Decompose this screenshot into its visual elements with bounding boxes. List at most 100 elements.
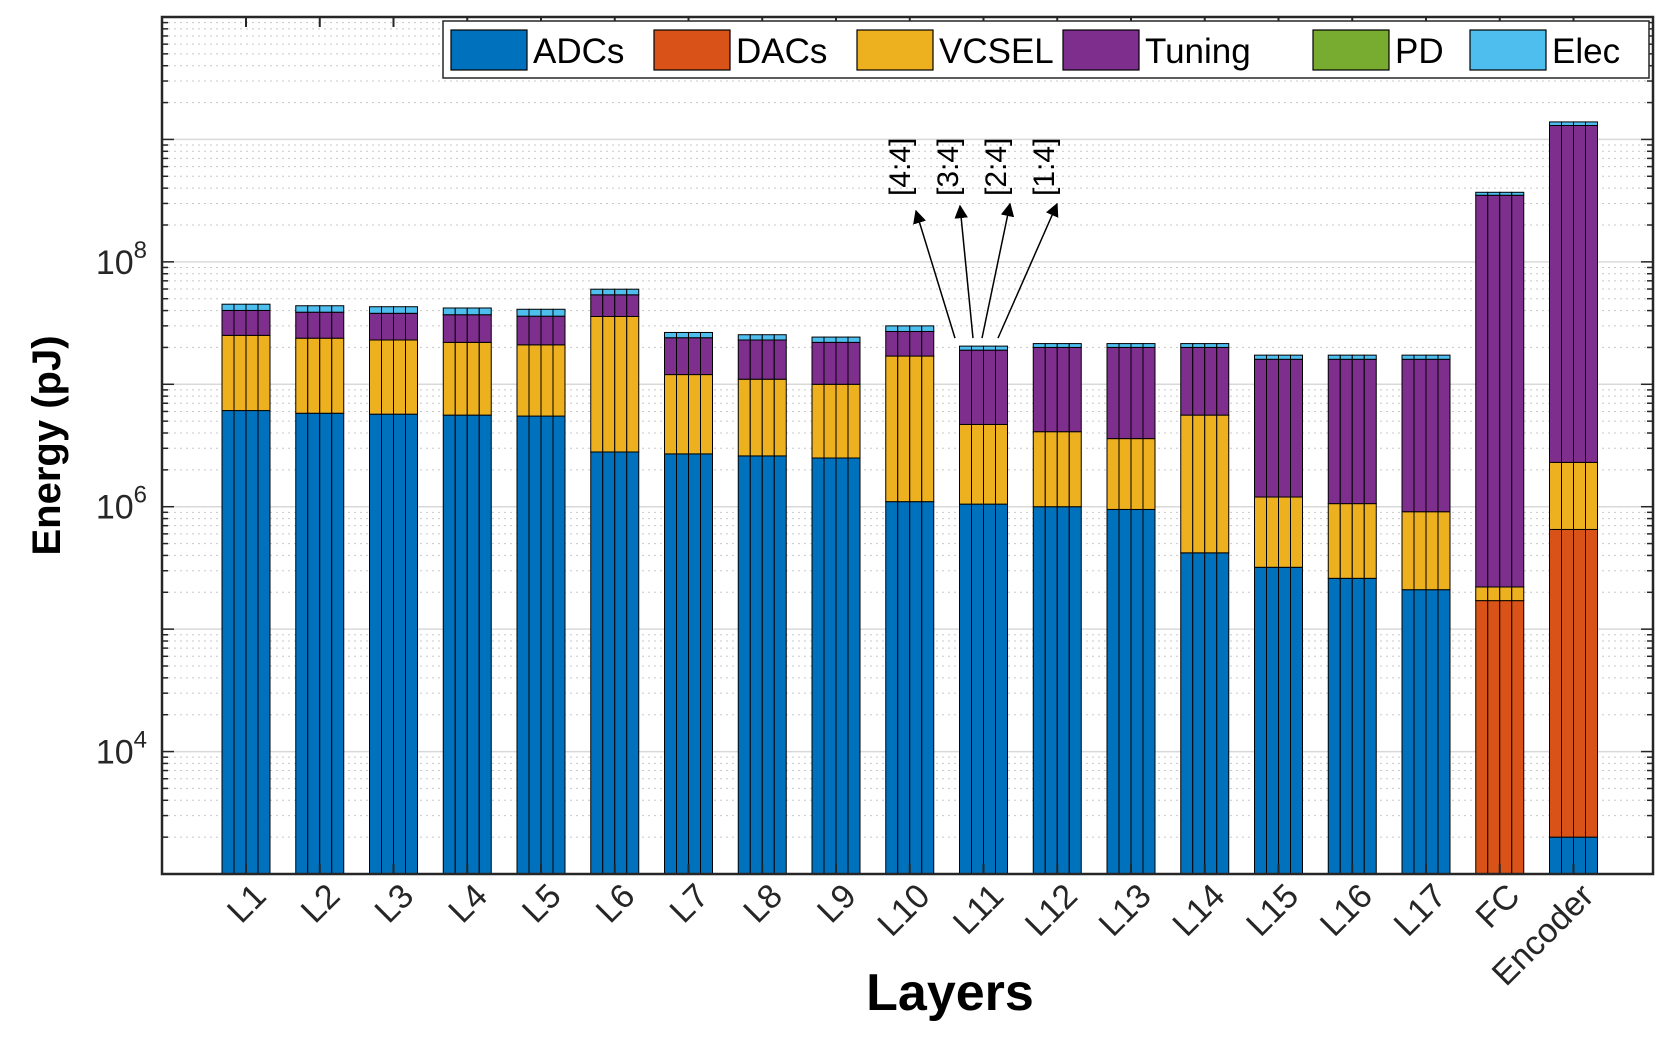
bar-segment-tuning <box>1561 124 1574 463</box>
bar-segment-adcs <box>221 410 235 875</box>
bar-segment-dacs <box>1585 528 1598 838</box>
bar-segment-adcs <box>257 410 271 875</box>
bar-segment-elec <box>295 305 309 313</box>
bar-segment-vcsel <box>552 344 566 417</box>
bar-segment-tuning <box>1278 358 1291 498</box>
bar-segment-tuning <box>885 330 899 357</box>
bar-segment-tuning <box>405 312 418 341</box>
bar-segment-tuning <box>478 314 492 343</box>
bar-segment-vcsel <box>1499 586 1513 602</box>
x-tick-label: L2 <box>294 877 348 931</box>
bar-segment-adcs <box>971 503 984 875</box>
bar-segment-adcs <box>478 414 492 875</box>
bar-segment-elec <box>1056 343 1070 348</box>
bar-segment-vcsel <box>405 339 418 415</box>
bar-segment-vcsel <box>1044 431 1058 508</box>
bar-segment-adcs <box>1339 577 1353 875</box>
bar-segment-vcsel <box>749 378 763 457</box>
x-tick-label: L6 <box>589 877 643 931</box>
bar-segment-tuning <box>516 315 530 346</box>
bar-segment-vcsel <box>773 378 787 457</box>
bar-segment-tuning <box>773 339 787 380</box>
bar-segment-vcsel <box>1204 414 1218 554</box>
bar-segment-adcs <box>614 451 628 875</box>
bar-segment-adcs <box>664 453 677 875</box>
bar-segment-elec <box>590 288 604 296</box>
bar-segment-vcsel <box>921 355 935 503</box>
bar-segment-tuning <box>676 337 689 376</box>
bar-segment-elec <box>381 306 394 314</box>
bar-segment-vcsel <box>1327 503 1341 579</box>
bar-segment-elec <box>773 334 787 341</box>
bar-segment-elec <box>540 308 554 317</box>
legend-label: DACs <box>736 32 827 71</box>
bar-stack-l9 <box>811 336 861 875</box>
bar-segment-adcs <box>823 457 837 875</box>
bar-segment-tuning <box>1499 194 1513 588</box>
bar-segment-vcsel <box>737 378 751 457</box>
bar-segment-elec <box>257 303 271 311</box>
bar-segment-vcsel <box>1032 431 1046 508</box>
bars <box>221 121 1598 875</box>
bar-segment-elec <box>921 325 935 332</box>
bar-segment-elec <box>1266 354 1279 360</box>
x-tick-label: L12 <box>1018 877 1085 944</box>
bar-segment-vcsel <box>1180 414 1194 554</box>
bar-segment-vcsel <box>381 339 394 415</box>
bar-segment-vcsel <box>1254 496 1267 568</box>
bar-segment-tuning <box>1216 346 1230 416</box>
x-tick-label: L7 <box>663 877 717 931</box>
bar-segment-tuning <box>295 311 309 339</box>
bar-segment-vcsel <box>811 383 825 459</box>
bar-segment-elec <box>1487 191 1501 196</box>
bar-segment-elec <box>971 345 984 351</box>
annotation-label: [4:4] <box>884 138 917 196</box>
bar-segment-adcs <box>761 455 775 875</box>
bar-segment-adcs <box>233 410 247 875</box>
bar-segment-tuning <box>307 311 321 339</box>
bar-segment-tuning <box>528 315 542 346</box>
bar-segment-vcsel <box>454 341 468 416</box>
bar-segment-elec <box>1561 121 1574 126</box>
bar-segment-tuning <box>1549 124 1562 463</box>
bar-segment-vcsel <box>1363 503 1377 579</box>
bar-segment-tuning <box>1044 346 1058 433</box>
bar-segment-elec <box>1204 343 1218 348</box>
legend-label: Elec <box>1552 32 1620 71</box>
bar-segment-tuning <box>454 314 468 343</box>
bar-segment-adcs <box>466 414 480 875</box>
plot-frame <box>160 15 1655 876</box>
bar-segment-vcsel <box>847 383 861 459</box>
annotation-arrow <box>997 202 1059 339</box>
bar-segment-elec <box>1192 343 1206 348</box>
bar-segment-adcs <box>454 414 468 875</box>
bar-segment-tuning <box>897 330 911 357</box>
annotation-arrow <box>981 202 1015 339</box>
bar-segment-elec <box>1032 343 1046 348</box>
bar-stack-l12 <box>1032 343 1082 875</box>
bar-segment-elec <box>1278 354 1291 360</box>
bar-segment-adcs <box>1266 566 1279 875</box>
bar-segment-elec <box>664 331 677 339</box>
bar-segment-elec <box>983 345 996 351</box>
bar-segment-adcs <box>245 410 259 875</box>
bar-segment-tuning <box>221 309 235 336</box>
bar-segment-vcsel <box>257 334 271 412</box>
bar-segment-adcs <box>626 451 640 875</box>
bar-stack-encoder <box>1549 121 1598 875</box>
bar-segment-elec <box>626 288 640 296</box>
bar-segment-adcs <box>1437 589 1451 875</box>
annotation-label: [1:4] <box>1028 138 1061 196</box>
bar-segment-vcsel <box>331 337 345 414</box>
bar-segment-tuning <box>1425 358 1439 513</box>
bar-segment-tuning <box>381 312 394 341</box>
bar-segment-adcs <box>983 503 996 875</box>
bar-segment-vcsel <box>1216 414 1230 554</box>
bar-segment-elec <box>1339 354 1353 360</box>
bar-stack-l6 <box>590 288 640 875</box>
bar-segment-tuning <box>233 309 247 336</box>
bar-segment-adcs <box>393 413 406 875</box>
bar-segment-adcs <box>1130 508 1144 875</box>
bar-segment-elec <box>1425 354 1439 360</box>
bar-segment-vcsel <box>221 334 235 412</box>
